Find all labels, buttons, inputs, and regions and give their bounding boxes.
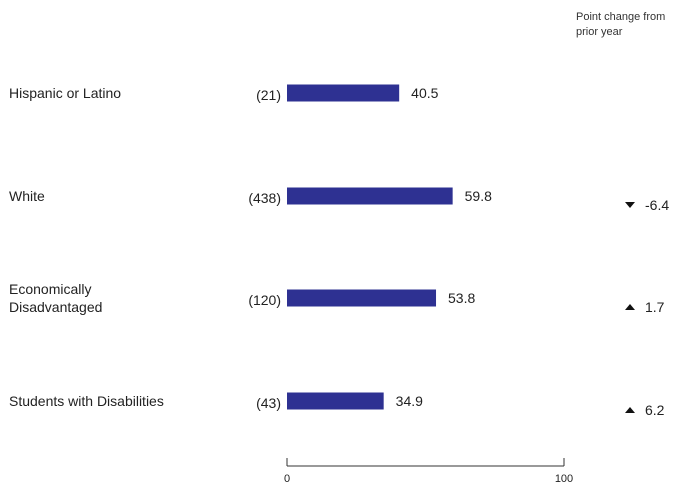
count-label: (438) [248,190,281,206]
up-triangle-icon [625,407,635,413]
bar [287,289,437,307]
category-label: Students with Disabilities [9,393,164,409]
category-label: Hispanic or Latino [9,85,121,101]
value-label: 53.8 [448,290,475,306]
up-triangle-icon [625,304,635,310]
count-label: (43) [256,395,281,411]
x-tick-label: 0 [284,473,290,485]
x-tick-label: 100 [555,473,573,485]
category-label: White [9,188,45,204]
change-label: -6.4 [645,197,669,213]
change-label: 1.7 [645,299,665,315]
category-label: Economically Disadvantaged [9,281,102,315]
value-label: 34.9 [396,393,423,409]
change-label: 6.2 [645,402,665,418]
count-label: (21) [256,87,281,103]
down-triangle-icon [625,202,635,208]
value-label: 40.5 [411,85,438,101]
value-label: 59.8 [465,188,492,204]
bar [287,392,384,410]
bar [287,187,453,205]
change-column-header: Point change from prior year [576,11,666,38]
count-label: (120) [248,292,281,308]
bar [287,84,400,102]
